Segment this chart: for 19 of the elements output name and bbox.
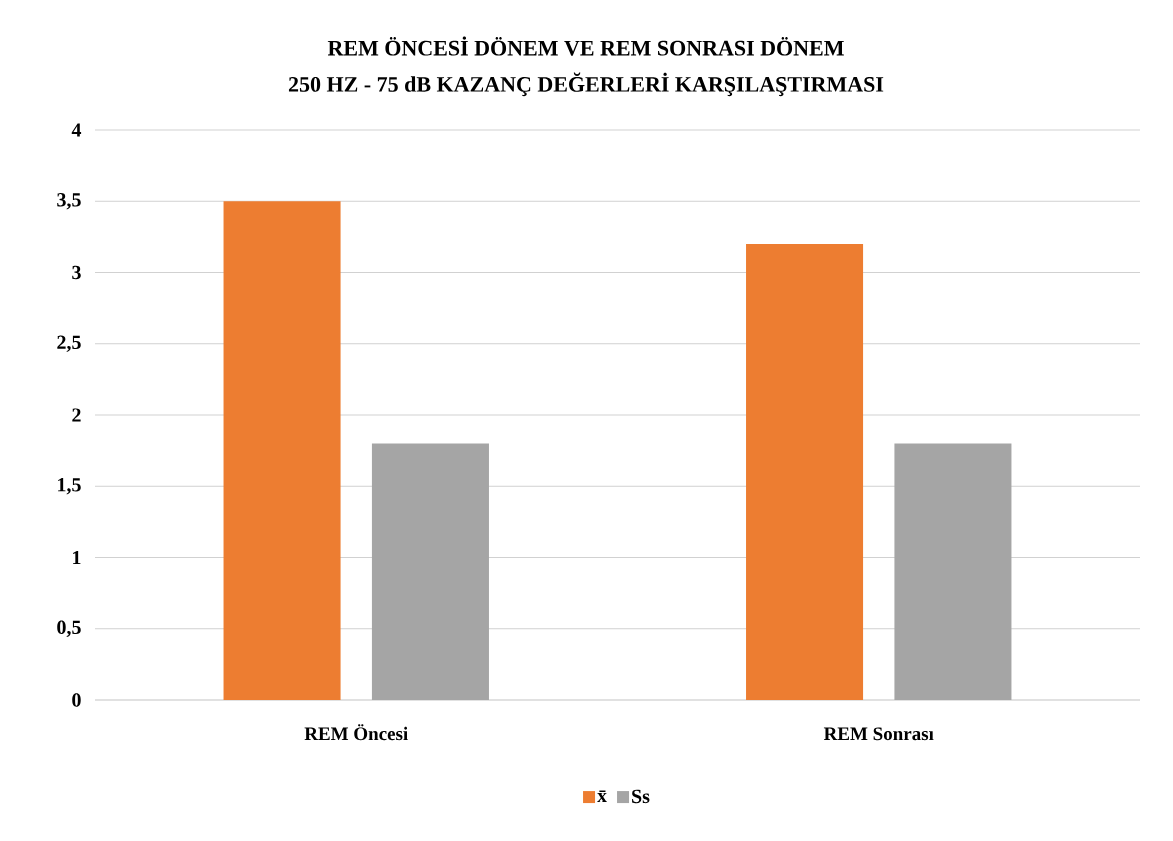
y-tick-label: 4 [71, 123, 82, 137]
y-tick-label: 2,5 [57, 335, 81, 352]
bar [371, 443, 489, 700]
x-tick-label: REM Sonrası [823, 727, 934, 741]
y-tick-label: 3 [72, 265, 81, 280]
chart-title: REM ÖNCESİ DÖNEM VE REM SONRASI DÖNEM [327, 36, 844, 56]
bar [894, 443, 1012, 700]
y-tick-label: 0 [72, 693, 81, 707]
legend-label: Ss [632, 789, 650, 804]
bar [223, 201, 341, 700]
chart-subtitle: 250 HZ - 75 dB KAZANÇ DEĞERLERİ KARŞILAŞTIRMASI [288, 72, 884, 97]
legend-label: x̄ [597, 790, 607, 803]
y-tick-label: 1,5 [58, 478, 81, 495]
y-tick-label: 0,5 [57, 620, 81, 637]
y-tick-label: 3,5 [57, 193, 81, 210]
y-tick-label: 1 [73, 550, 81, 565]
bar [746, 244, 864, 700]
x-tick-label: REM Öncesi [304, 724, 408, 741]
y-tick-label: 2 [72, 408, 81, 422]
